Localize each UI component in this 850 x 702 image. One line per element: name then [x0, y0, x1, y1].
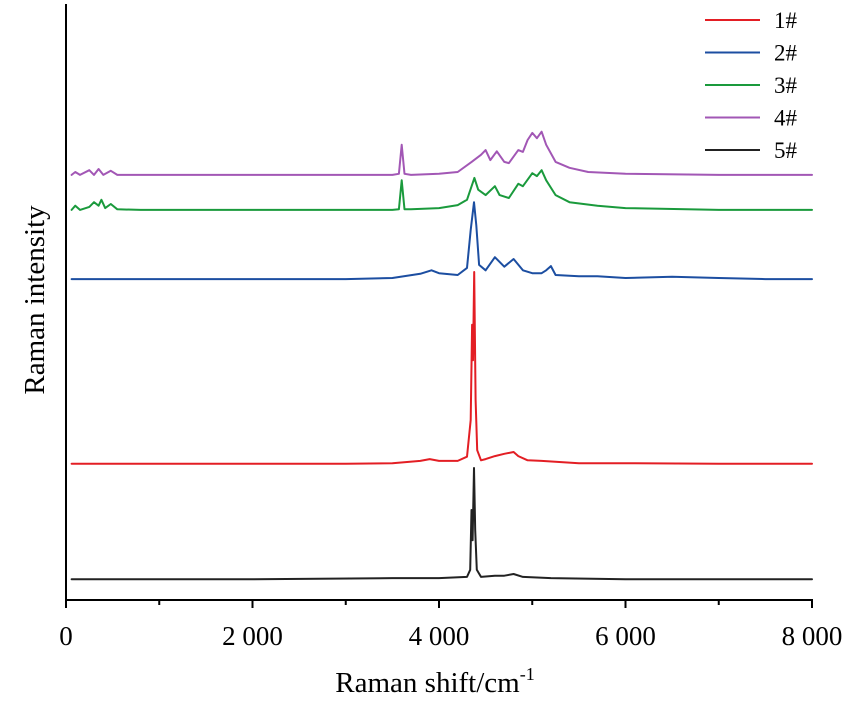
- legend-label: 2#: [774, 41, 798, 66]
- legend-item: 2#: [705, 41, 798, 66]
- series-layer: [70, 130, 813, 581]
- x-tick-label: 8 000: [782, 621, 843, 651]
- legend-label: 1#: [774, 8, 798, 33]
- axes: [65, 4, 813, 601]
- x-tick-label: 6 000: [595, 621, 656, 651]
- x-axis-title-superscript: -1: [520, 664, 535, 684]
- x-tick-label: 2 000: [222, 621, 283, 651]
- legend-label: 3#: [774, 73, 798, 98]
- spectrum-line-1: [70, 271, 813, 465]
- spectrum-line-4: [70, 130, 813, 176]
- legend: 1# 2# 3# 4# 5#: [705, 8, 798, 163]
- x-axis-title: Raman shift/cm-1: [335, 664, 534, 699]
- x-axis-title-text: Raman shift/cm: [335, 667, 520, 699]
- legend-item: 1#: [705, 8, 798, 33]
- legend-item: 3#: [705, 73, 798, 98]
- spectrum-line-3: [70, 169, 813, 211]
- x-tick-label: 4 000: [409, 621, 470, 651]
- spectrum-line-5: [70, 467, 813, 581]
- x-ticks: 0 2 000 4 000 6 000 8 000: [59, 600, 842, 651]
- legend-item: 5#: [705, 138, 798, 163]
- x-tick-label: 0: [59, 621, 73, 651]
- legend-label: 4#: [774, 106, 798, 131]
- y-axis-title: Raman intensity: [19, 205, 51, 395]
- legend-label: 5#: [774, 138, 798, 163]
- spectrum-line-2: [70, 201, 813, 281]
- legend-item: 4#: [705, 106, 798, 131]
